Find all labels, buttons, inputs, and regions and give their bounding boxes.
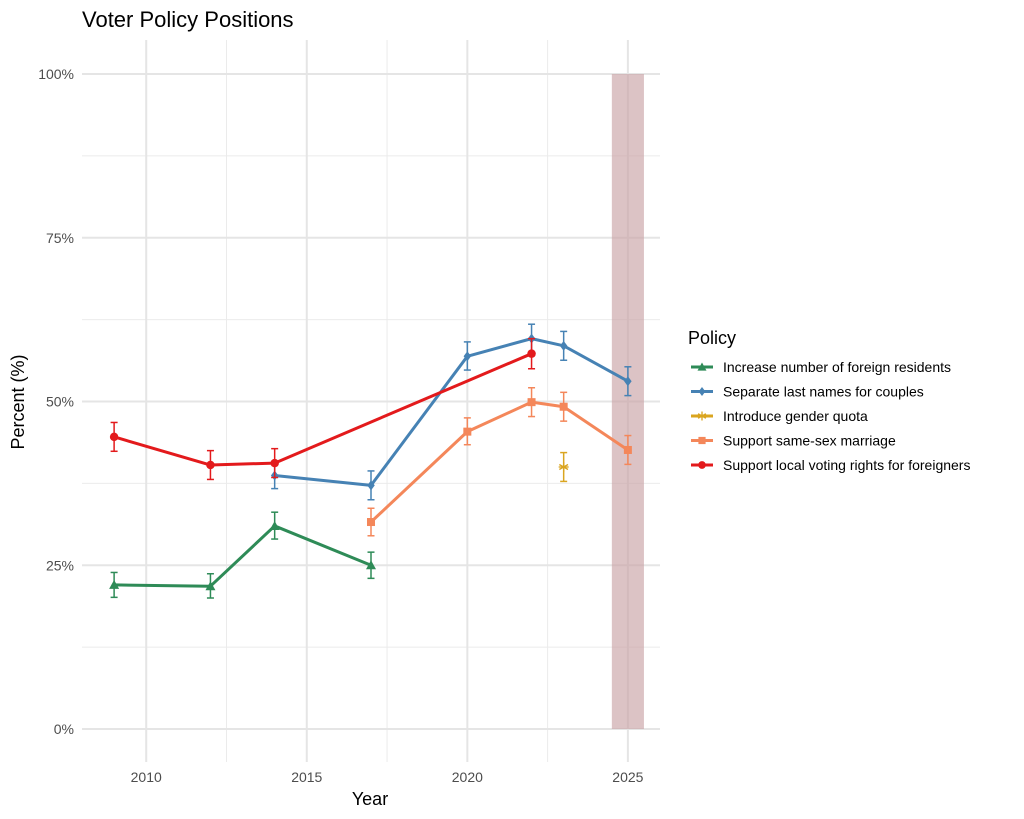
legend-label: Increase number of foreign residents bbox=[723, 359, 951, 375]
data-point bbox=[624, 376, 632, 387]
legend-key-marker bbox=[697, 411, 707, 421]
legend-item: Increase number of foreign residents bbox=[691, 359, 951, 375]
x-tick-label: 2020 bbox=[452, 769, 483, 785]
legend: Policy Increase number of foreign reside… bbox=[688, 328, 970, 473]
legend-label: Introduce gender quota bbox=[723, 408, 868, 424]
series-0 bbox=[109, 511, 376, 599]
grid bbox=[82, 40, 660, 762]
legend-key-marker bbox=[697, 362, 707, 371]
legend-key-marker bbox=[698, 461, 706, 469]
x-axis-title: Year bbox=[352, 789, 388, 809]
y-tick-label: 0% bbox=[54, 721, 74, 737]
y-tick-label: 100% bbox=[38, 66, 74, 82]
legend-title: Policy bbox=[688, 328, 736, 348]
data-point bbox=[463, 427, 472, 436]
legend-label: Support same-sex marriage bbox=[723, 433, 896, 449]
series-4 bbox=[109, 337, 536, 481]
series-2 bbox=[558, 451, 569, 483]
legend-label: Separate last names for couples bbox=[723, 384, 924, 400]
x-tick-label: 2025 bbox=[612, 769, 643, 785]
data-point bbox=[559, 402, 568, 411]
data-point bbox=[109, 432, 119, 442]
data-point bbox=[109, 579, 120, 589]
y-tick-label: 75% bbox=[46, 230, 74, 246]
data-point bbox=[527, 398, 536, 407]
legend-label: Support local voting rights for foreigne… bbox=[723, 457, 970, 473]
data-point bbox=[463, 351, 472, 362]
data-point bbox=[367, 480, 375, 491]
series-line bbox=[274, 337, 629, 487]
legend-item: Support local voting rights for foreigne… bbox=[691, 457, 970, 473]
series-line bbox=[369, 400, 629, 524]
data-point bbox=[206, 460, 215, 470]
y-tick-label: 25% bbox=[46, 557, 74, 573]
highlight-band bbox=[611, 74, 644, 729]
data-point bbox=[205, 581, 216, 591]
data-point bbox=[527, 349, 536, 358]
x-tick-label: 2010 bbox=[131, 769, 162, 785]
y-axis-title: Percent (%) bbox=[8, 354, 28, 449]
highlight-band-layer bbox=[611, 74, 644, 729]
x-tick-label: 2015 bbox=[291, 769, 322, 785]
axes: 2010 2015 2020 2025 0% 25% 50% 75% 100% bbox=[38, 66, 643, 785]
series-line bbox=[114, 524, 372, 588]
series-layer bbox=[109, 323, 632, 599]
legend-key-marker bbox=[698, 436, 706, 445]
data-point bbox=[367, 518, 375, 527]
legend-item: Introduce gender quota bbox=[691, 408, 868, 424]
chart-title: Voter Policy Positions bbox=[82, 7, 294, 32]
legend-key-marker bbox=[698, 387, 706, 396]
data-point bbox=[559, 340, 568, 351]
legend-item: Separate last names for couples bbox=[691, 384, 924, 400]
y-tick-label: 50% bbox=[46, 394, 74, 410]
legend-item: Support same-sex marriage bbox=[691, 433, 896, 449]
data-point bbox=[623, 445, 632, 454]
series-1 bbox=[270, 323, 632, 501]
data-point bbox=[558, 462, 569, 472]
data-point bbox=[269, 520, 280, 530]
series-3 bbox=[367, 386, 632, 537]
data-point bbox=[270, 458, 279, 468]
data-point bbox=[366, 560, 376, 570]
series-line bbox=[113, 352, 533, 467]
